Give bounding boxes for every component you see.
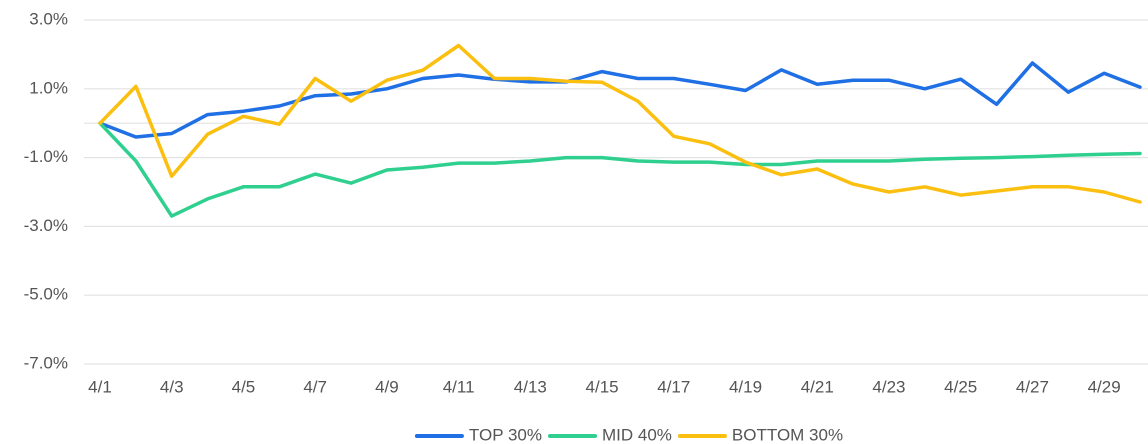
x-tick-label: 4/15 (586, 377, 619, 396)
x-tick-label: 4/23 (872, 377, 905, 396)
y-tick-label: -3.0% (24, 216, 68, 235)
x-tick-label: 4/13 (514, 377, 547, 396)
y-tick-label: -7.0% (24, 353, 68, 372)
x-tick-label: 4/5 (232, 377, 256, 396)
x-tick-label: 4/19 (729, 377, 762, 396)
x-tick-label: 4/9 (375, 377, 399, 396)
legend-label: TOP 30% (469, 425, 542, 444)
x-tick-label: 4/17 (657, 377, 690, 396)
x-tick-label: 4/7 (303, 377, 327, 396)
x-tick-label: 4/29 (1088, 377, 1121, 396)
x-tick-label: 4/1 (88, 377, 112, 396)
x-tick-label: 4/27 (1016, 377, 1049, 396)
y-tick-label: -1.0% (24, 147, 68, 166)
legend-label: BOTTOM 30% (732, 425, 843, 444)
series-line (98, 43, 1142, 204)
y-tick-label: 1.0% (29, 78, 68, 97)
legend: TOP 30% MID 40% BOTTOM 30% (414, 425, 843, 444)
series-line (98, 121, 1142, 218)
y-tick-label: -5.0% (24, 285, 68, 304)
legend-label: MID 40% (602, 425, 672, 444)
series-line (98, 61, 1142, 139)
x-tick-label: 4/3 (160, 377, 184, 396)
x-tick-label: 4/25 (944, 377, 977, 396)
x-tick-label: 4/11 (443, 377, 475, 396)
x-tick-label: 4/21 (801, 377, 834, 396)
y-tick-label: 3.0% (29, 9, 68, 28)
